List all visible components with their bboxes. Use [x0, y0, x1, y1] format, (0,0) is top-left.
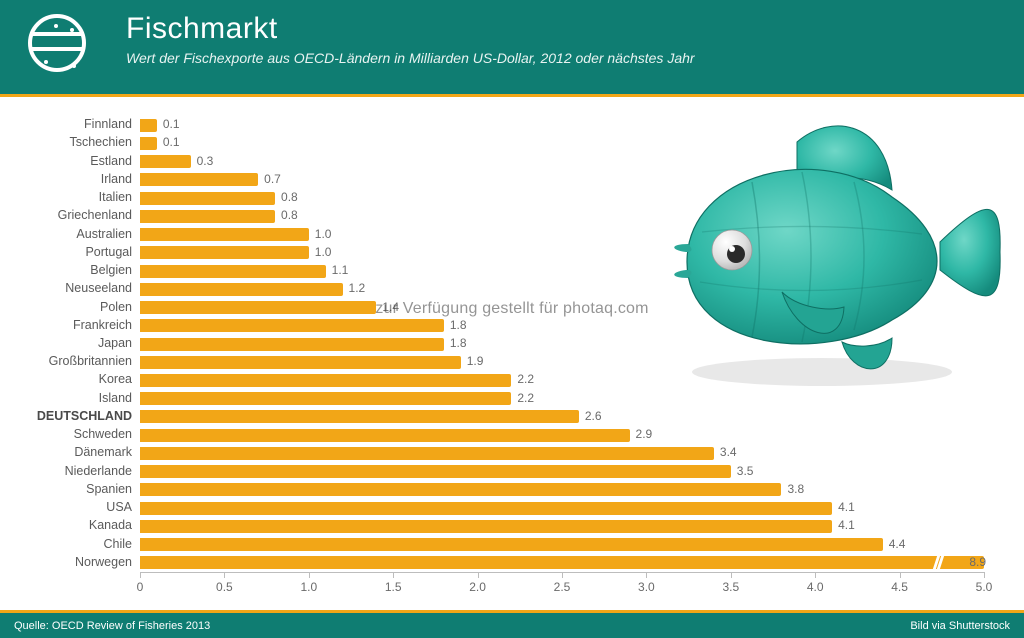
country-label: Portugal — [85, 245, 132, 259]
bars-plot: 0.10.10.30.70.80.81.01.01.11.21.41.81.81… — [140, 116, 984, 572]
footer-source: Quelle: OECD Review of Fisheries 2013 — [14, 620, 210, 632]
bar-value: 2.9 — [636, 427, 653, 441]
bar-value: 1.9 — [467, 354, 484, 368]
watermark-text: zur Verfügung gestellt für photaq.com — [0, 300, 1024, 318]
country-label: Norwegen — [75, 555, 132, 569]
bar — [140, 137, 157, 150]
bar — [140, 246, 309, 259]
bar-value: 2.2 — [517, 372, 534, 386]
bar-value: 0.1 — [163, 135, 180, 149]
bar-value: 1.0 — [315, 227, 332, 241]
bar — [140, 192, 275, 205]
country-label: Neuseeland — [65, 281, 132, 295]
y-axis-labels: Finnland Tschechien Estland Irland Italien Gr… — [0, 116, 138, 572]
chart-area: Finnland Tschechien Estland Irland Italien Gr… — [0, 112, 1024, 606]
country-label: Finnland — [84, 117, 132, 131]
bar — [140, 483, 781, 496]
bar — [140, 465, 731, 478]
bar-value: 1.0 — [315, 245, 332, 259]
header-accent-line — [0, 94, 1024, 97]
chart-title: Fischmarkt — [126, 12, 1024, 46]
bar-value: 1.8 — [450, 336, 467, 350]
country-label: Niederlande — [65, 464, 132, 478]
bar-value: 1.8 — [450, 318, 467, 332]
chart-subtitle: Wert der Fischexporte aus OECD-Ländern i… — [126, 50, 1024, 66]
country-label: Australien — [76, 227, 132, 241]
bar — [140, 119, 157, 132]
bar — [140, 265, 326, 278]
country-label: Belgien — [90, 263, 132, 277]
country-label: Irland — [101, 172, 132, 186]
bar-value: 4.1 — [838, 500, 855, 514]
bar — [140, 155, 191, 168]
bar — [140, 392, 511, 405]
bar — [140, 520, 832, 533]
header-text-block: Fischmarkt Wert der Fischexporte aus OEC… — [126, 12, 1024, 66]
bar-value: 0.8 — [281, 190, 298, 204]
country-label: USA — [106, 500, 132, 514]
bar-value: 0.1 — [163, 117, 180, 131]
country-label: Chile — [104, 537, 133, 551]
header-bar: Fischmarkt Wert der Fischexporte aus OEC… — [0, 0, 1024, 94]
bar-value: 1.1 — [332, 263, 349, 277]
bar-value: 3.5 — [737, 464, 754, 478]
bar — [140, 356, 461, 369]
country-label: Griechenland — [58, 208, 132, 222]
country-label: Estland — [90, 154, 132, 168]
bar-value: 0.8 — [281, 208, 298, 222]
country-label: Großbritannien — [49, 354, 132, 368]
bar — [140, 502, 832, 515]
x-axis: 00.51.01.52.02.53.03.54.04.55.0 — [140, 572, 984, 606]
bar-value: 1.2 — [349, 281, 366, 295]
bar — [140, 429, 630, 442]
bar — [140, 538, 883, 551]
bar — [140, 374, 511, 387]
oecd-logo-icon — [28, 14, 86, 72]
bar — [140, 283, 343, 296]
country-label: Italien — [99, 190, 132, 204]
bar-value: 2.6 — [585, 409, 602, 423]
country-label: DEUTSCHLAND — [37, 409, 132, 423]
bar — [140, 410, 579, 423]
footer-credit: Bild via Shutterstock — [910, 620, 1010, 632]
country-label: Schweden — [74, 427, 132, 441]
bar — [140, 210, 275, 223]
country-label: Frankreich — [73, 318, 132, 332]
country-label: Dänemark — [74, 445, 132, 459]
infographic-root: Fischmarkt Wert der Fischexporte aus OEC… — [0, 0, 1024, 638]
country-label: Japan — [98, 336, 132, 350]
bar-value: 3.8 — [787, 482, 804, 496]
country-label: Kanada — [89, 518, 132, 532]
bar-value: 3.4 — [720, 445, 737, 459]
country-label: Korea — [99, 372, 132, 386]
bar-value: 0.3 — [197, 154, 214, 168]
country-label: Tschechien — [69, 135, 132, 149]
footer-bar: Quelle: OECD Review of Fisheries 2013 Bi… — [0, 610, 1024, 638]
bar — [140, 173, 258, 186]
bar-value: 0.7 — [264, 172, 281, 186]
bar — [140, 338, 444, 351]
bar — [140, 447, 714, 460]
bar — [140, 319, 444, 332]
axis-break-icon — [934, 556, 944, 569]
bar — [140, 556, 984, 569]
bar — [140, 228, 309, 241]
country-label: Island — [99, 391, 132, 405]
bar-value: 2.2 — [517, 391, 534, 405]
bar-value: 4.4 — [889, 537, 906, 551]
bar-value: 8.9 — [969, 555, 986, 569]
country-label: Spanien — [86, 482, 132, 496]
bar-value: 4.1 — [838, 518, 855, 532]
